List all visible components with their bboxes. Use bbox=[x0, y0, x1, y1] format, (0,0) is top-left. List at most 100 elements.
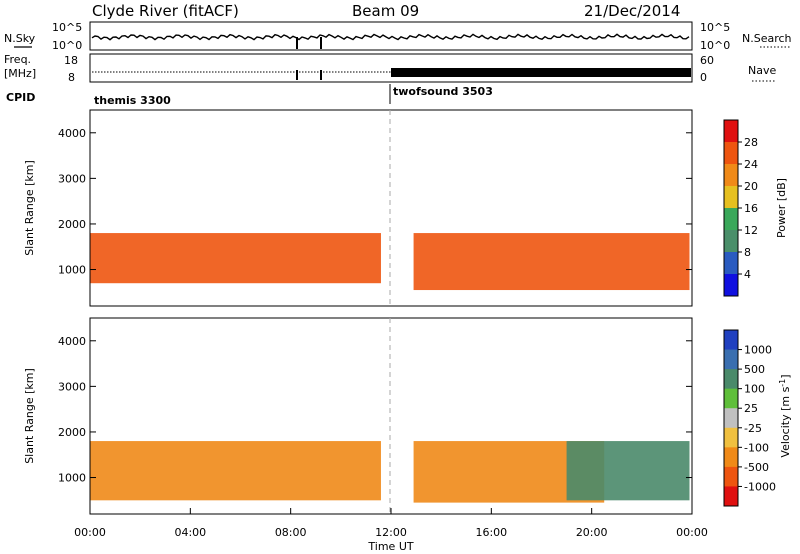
power-y-ticks: 1000 2000 3000 4000 bbox=[58, 127, 692, 277]
velocity-colorbar-label-main: Velocity [m s bbox=[779, 386, 792, 457]
velocity-colorbar-label-sup: -1 bbox=[778, 379, 787, 387]
chart-0-colorbar-swatch-0 bbox=[724, 120, 738, 143]
chart-0-cbar-tick-label-4: 12 bbox=[744, 224, 758, 237]
chart-1-colorbar-swatch-8 bbox=[724, 486, 738, 507]
power-colorbar-ticks: 28 24 20 16 12 8 4 bbox=[738, 136, 758, 281]
xtick-label-3: 12:00 bbox=[375, 526, 407, 539]
power-bands bbox=[90, 233, 690, 291]
freq-panel: Freq. [MHz] 18 8 60 0 Nave bbox=[4, 53, 776, 84]
nave-block-twofsound bbox=[391, 68, 691, 77]
chart-0-cbar-tick-label-2: 20 bbox=[744, 180, 758, 193]
power-colorbar-swatches bbox=[724, 120, 738, 297]
power-frame bbox=[89, 109, 693, 307]
chart-1-band-2 bbox=[566, 441, 690, 501]
chart-0-colorbar-swatch-1 bbox=[724, 142, 738, 165]
freq-label: Freq. bbox=[4, 53, 31, 66]
velocity-colorbar-label-close: ] bbox=[779, 374, 792, 378]
power-panel: 1000 2000 3000 4000 Slant Range [km] bbox=[23, 109, 693, 307]
chart-1-ytick-label-0: 1000 bbox=[58, 472, 86, 485]
cpid-segment-2: twofsound 3503 bbox=[393, 85, 493, 98]
power-colorbar: 28 24 20 16 12 8 4 Power [dB] bbox=[723, 119, 788, 297]
date-title: 21/Dec/2014 bbox=[584, 2, 680, 20]
nsky-tick-bottom: 10^0 bbox=[52, 39, 82, 52]
chart-0-cbar-tick-label-5: 8 bbox=[744, 246, 751, 259]
velocity-colorbar: 1000 500 100 25 -25 -100 -500 -1000 Velocity [m… bbox=[723, 329, 792, 507]
chart-0-colorbar-swatch-4 bbox=[724, 208, 738, 231]
nsearch-label: N.Search bbox=[742, 32, 792, 45]
chart-0-ytick-label-3: 4000 bbox=[58, 127, 86, 140]
chart-0-cbar-tick-label-1: 24 bbox=[744, 158, 758, 171]
nsky-tick-top: 10^5 bbox=[52, 21, 82, 34]
cpid-label: CPID bbox=[6, 91, 35, 104]
velocity-xlabel: Time UT bbox=[367, 540, 413, 553]
chart-1-colorbar-swatch-7 bbox=[724, 466, 738, 487]
xtick-label-0: 00:00 bbox=[74, 526, 106, 539]
nave-label: Nave bbox=[748, 64, 776, 77]
chart-1-colorbar-swatch-2 bbox=[724, 369, 738, 390]
chart-1-cbar-tick-label-7: -1000 bbox=[744, 480, 776, 493]
xtick-label-2: 08:00 bbox=[275, 526, 307, 539]
power-ylabel: Slant Range [km] bbox=[23, 160, 36, 256]
nsky-panel: N.Sky 10^5 10^0 10^5 10^0 N.Search bbox=[4, 21, 792, 52]
chart-0-band-1 bbox=[413, 233, 690, 291]
velocity-colorbar-ticks: 1000 500 100 25 -25 -100 -500 -1000 bbox=[738, 344, 776, 493]
chart-1-cbar-tick-label-5: -100 bbox=[744, 441, 769, 454]
cpid-row: CPID themis 3300 twofsound 3503 bbox=[6, 84, 493, 107]
chart-0-colorbar-swatch-7 bbox=[724, 274, 738, 297]
chart-1-colorbar-swatch-6 bbox=[724, 447, 738, 468]
station-title: Clyde River (fitACF) bbox=[92, 2, 239, 20]
chart-1-ytick-label-2: 3000 bbox=[58, 380, 86, 393]
chart-0-cbar-tick-label-0: 28 bbox=[744, 136, 758, 149]
beam-title: Beam 09 bbox=[352, 2, 419, 20]
velocity-colorbar-frame bbox=[723, 329, 739, 507]
velocity-bands bbox=[90, 441, 690, 503]
chart-1-ytick-label-3: 4000 bbox=[58, 335, 86, 348]
chart-0-cbar-tick-label-3: 16 bbox=[744, 202, 758, 215]
chart-1-band-0 bbox=[90, 441, 381, 501]
chart-0-colorbar-swatch-3 bbox=[724, 186, 738, 209]
freq-tick-top: 18 bbox=[64, 54, 78, 67]
chart-1-cbar-tick-label-1: 500 bbox=[744, 363, 765, 376]
nsearch-tick-bottom: 10^0 bbox=[700, 39, 730, 52]
nsky-trace bbox=[91, 33, 690, 41]
freq-tick-bottom: 8 bbox=[68, 71, 75, 84]
cpid-segment-1: themis 3300 bbox=[94, 94, 171, 107]
chart-1-colorbar-swatch-5 bbox=[724, 427, 738, 448]
power-colorbar-label: Power [dB] bbox=[775, 178, 788, 238]
chart-1-colorbar-swatch-3 bbox=[724, 388, 738, 409]
chart-1-cbar-tick-label-4: -25 bbox=[744, 422, 762, 435]
xtick-label-1: 04:00 bbox=[174, 526, 206, 539]
chart-1-colorbar-swatch-4 bbox=[724, 408, 738, 429]
xtick-label-6: 00:00 bbox=[676, 526, 708, 539]
chart-0-ytick-label-0: 1000 bbox=[58, 264, 86, 277]
chart-1-cbar-tick-label-0: 1000 bbox=[744, 344, 772, 357]
velocity-x-ticks: 00:00 04:00 08:00 12:00 16:00 20:00 00:00 bbox=[74, 508, 708, 539]
chart-0-band-0 bbox=[90, 233, 381, 284]
chart-0-ytick-label-1: 2000 bbox=[58, 218, 86, 231]
chart-1-cbar-tick-label-3: 25 bbox=[744, 402, 758, 415]
chart-0-colorbar-swatch-6 bbox=[724, 252, 738, 275]
velocity-colorbar-swatches bbox=[724, 330, 738, 507]
velocity-colorbar-label: Velocity [m s-1] bbox=[778, 374, 792, 457]
chart-1-cbar-tick-label-6: -500 bbox=[744, 461, 769, 474]
chart-0-ytick-label-2: 3000 bbox=[58, 172, 86, 185]
velocity-ylabel: Slant Range [km] bbox=[23, 368, 36, 464]
freq-frame bbox=[89, 53, 693, 83]
chart-1-cbar-tick-label-2: 100 bbox=[744, 383, 765, 396]
chart-1-colorbar-swatch-0 bbox=[724, 330, 738, 351]
nave-tick-top: 60 bbox=[700, 54, 714, 67]
xtick-label-4: 16:00 bbox=[475, 526, 507, 539]
xtick-label-5: 20:00 bbox=[576, 526, 608, 539]
nsky-frame bbox=[89, 21, 693, 51]
chart-1-ytick-label-1: 2000 bbox=[58, 426, 86, 439]
velocity-y-ticks: 1000 2000 3000 4000 bbox=[58, 335, 692, 485]
chart-1-colorbar-swatch-1 bbox=[724, 349, 738, 370]
nave-tick-bottom: 0 bbox=[700, 71, 707, 84]
chart-0-colorbar-swatch-2 bbox=[724, 164, 738, 187]
chart-0-colorbar-swatch-5 bbox=[724, 230, 738, 253]
chart-0-cbar-tick-label-6: 4 bbox=[744, 268, 751, 281]
freq-unit: [MHz] bbox=[4, 67, 36, 80]
velocity-panel: 1000 2000 3000 4000 00:00 04:00 08:00 12:00 16:… bbox=[23, 317, 708, 553]
nsearch-tick-top: 10^5 bbox=[700, 21, 730, 34]
